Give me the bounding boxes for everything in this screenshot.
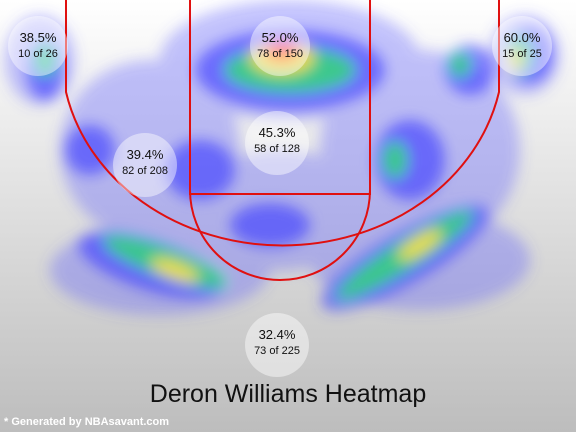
- zone-left-corner: 38.5% 10 of 26: [8, 16, 68, 76]
- zone-pct: 38.5%: [19, 30, 57, 45]
- zone-right-corner: 60.0% 15 of 25: [492, 16, 552, 76]
- three-point-line: [65, 0, 500, 247]
- zone-count: 73 of 225: [254, 345, 300, 357]
- zone-paint-top: 52.0% 78 of 150: [250, 16, 310, 76]
- zone-count: 15 of 25: [502, 48, 542, 60]
- zone-pct: 32.4%: [258, 327, 296, 342]
- zone-pct: 52.0%: [261, 30, 299, 45]
- paint-lines: [189, 0, 371, 195]
- zone-free-throw-area: 45.3% 58 of 128: [245, 111, 309, 175]
- court-lines: [65, 0, 500, 281]
- free-throw-circle: [189, 189, 371, 281]
- zone-top-of-key-three: 32.4% 73 of 225: [245, 313, 309, 377]
- zone-count: 82 of 208: [122, 165, 168, 177]
- zone-count: 10 of 26: [18, 48, 58, 60]
- heat-blobs: [5, 0, 560, 315]
- zone-pct: 60.0%: [503, 30, 541, 45]
- zone-count: 58 of 128: [254, 143, 300, 155]
- credit-text: * Generated by NBAsavant.com: [4, 416, 170, 428]
- zone-pct: 39.4%: [126, 147, 164, 162]
- zone-left-wing-mid: 39.4% 82 of 208: [113, 133, 177, 197]
- zone-pct: 45.3%: [258, 125, 296, 140]
- zone-count: 78 of 150: [257, 48, 303, 60]
- chart-title: Deron Williams Heatmap: [149, 380, 427, 408]
